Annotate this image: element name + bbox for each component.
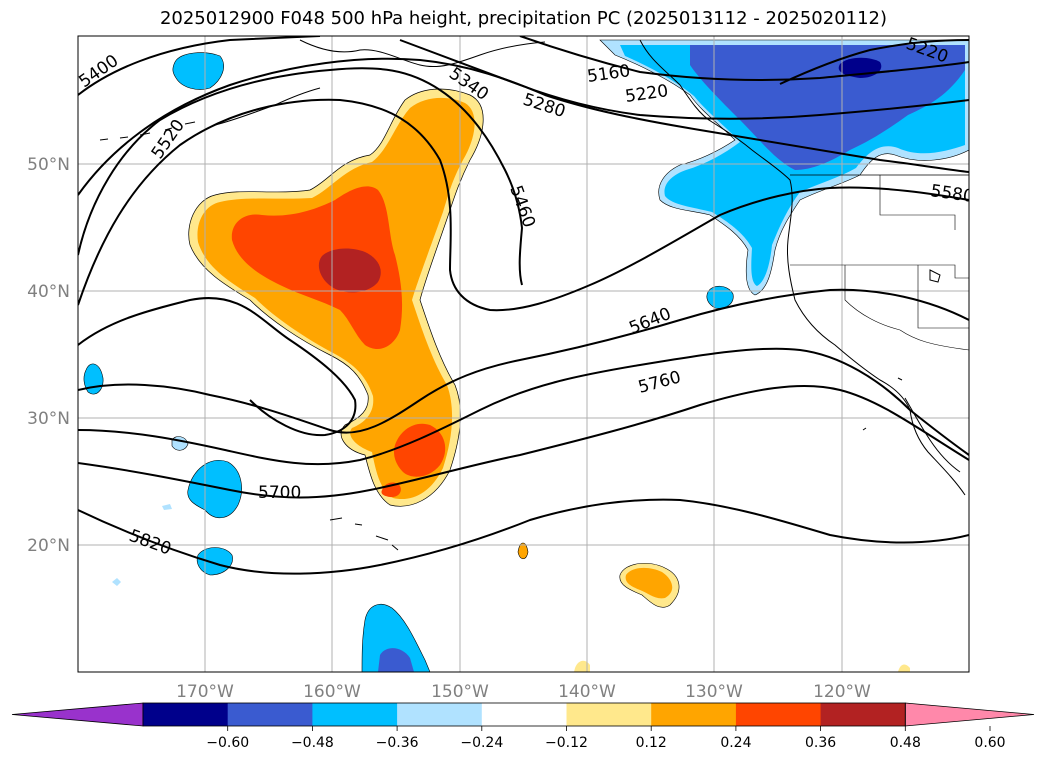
colorbar-swatch <box>566 703 652 726</box>
colorbar-swatch <box>820 703 906 726</box>
colorbar-tick-label: −0.48 <box>291 735 334 751</box>
negative-spot <box>361 604 431 672</box>
negative-precip-anomaly <box>599 39 969 296</box>
colorbar-tick-label: −0.60 <box>206 735 249 751</box>
colorbar-tick-label: −0.36 <box>376 735 419 751</box>
colorbar: −0.60 −0.48 −0.36 −0.24 −0.12 0.12 0.24 0.36 0.4… <box>11 702 1035 751</box>
lon-label: 150°W <box>431 682 489 702</box>
positive-spot <box>625 567 673 599</box>
negative-spot <box>187 460 242 518</box>
map-title: 2025012900 F048 500 hPa height, precipit… <box>159 8 888 29</box>
map-area: 5400 5520 5340 5280 5160 5220 5220 5460 … <box>78 36 969 672</box>
map-frame <box>77 35 970 673</box>
coastlines <box>99 39 969 551</box>
negative-spot <box>196 547 233 576</box>
colorbar-tick-label: 0.24 <box>720 735 751 751</box>
lon-label: 120°W <box>813 682 871 702</box>
colorbar-extend-left <box>11 702 144 727</box>
negative-spot <box>162 504 172 510</box>
contour-label: 5700 <box>258 483 301 503</box>
positive-precip-anomaly <box>188 88 484 507</box>
colorbar-swatch <box>481 703 567 726</box>
lat-label: 50°N <box>27 155 70 175</box>
lon-label: 160°W <box>303 682 361 702</box>
longitude-labels: 170°W 160°W 150°W 140°W 130°W 120°W <box>176 682 871 702</box>
negative-spot <box>378 648 414 672</box>
colorbar-tick-label: 0.12 <box>636 735 667 751</box>
negative-spot <box>112 578 121 586</box>
colorbar-swatch <box>312 703 398 726</box>
positive-spot <box>898 664 910 672</box>
colorbar-tick-label: 0.60 <box>974 735 1005 751</box>
colorbar-tick-label: −0.12 <box>545 735 588 751</box>
colorbar-swatch <box>227 703 313 726</box>
colorbar-swatch <box>735 703 822 726</box>
colorbar-tick-label: 0.36 <box>805 735 836 751</box>
height-contours <box>78 36 969 575</box>
lon-label: 170°W <box>176 682 234 702</box>
colorbar-extend-right <box>904 702 1035 727</box>
colorbar-swatch <box>651 703 737 726</box>
colorbar-tick-label: 0.48 <box>890 735 921 751</box>
colorbar-tick-label: −0.24 <box>460 735 503 751</box>
positive-spot <box>574 660 590 672</box>
negative-spot <box>706 285 734 309</box>
latitude-labels: 50°N 40°N 30°N 20°N <box>27 155 70 556</box>
lat-label: 30°N <box>27 409 70 429</box>
lon-label: 130°W <box>685 682 743 702</box>
lat-label: 20°N <box>27 536 70 556</box>
lat-label: 40°N <box>27 282 70 302</box>
lon-label: 140°W <box>558 682 616 702</box>
colorbar-swatch <box>143 703 229 726</box>
colorbar-swatch <box>397 703 483 726</box>
colorbar-outline <box>142 702 906 727</box>
